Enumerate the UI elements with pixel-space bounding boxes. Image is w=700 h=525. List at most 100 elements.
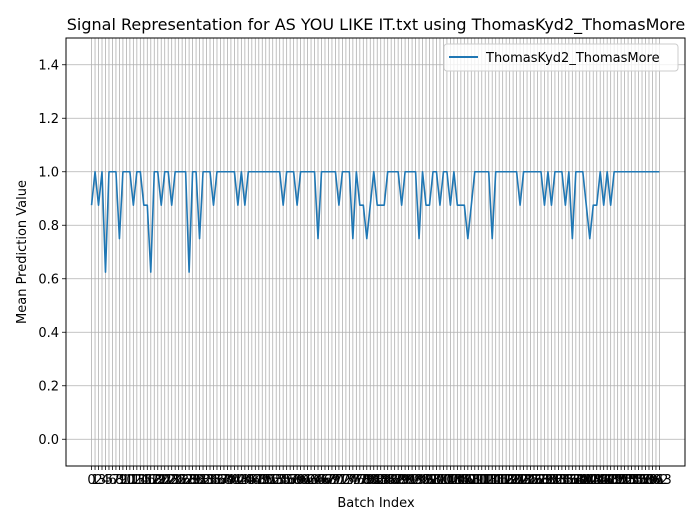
x-tick-label: 59: [289, 473, 306, 488]
y-tick-label: 0.8: [38, 219, 59, 234]
x-tick-label: 113: [473, 473, 498, 488]
x-tick-label: 41: [226, 473, 243, 488]
x-tick-label: 35: [205, 473, 222, 488]
x-tick-label: 66: [313, 473, 330, 488]
x-tick-label: 147: [591, 473, 616, 488]
x-tick-label: 126: [518, 473, 543, 488]
x-tick-label: 31: [191, 473, 208, 488]
x-tick-label: 51: [261, 473, 278, 488]
x-tick-label: 80: [362, 473, 379, 488]
x-tick-label: 159: [633, 473, 658, 488]
legend-box: [443, 43, 679, 72]
x-tick-label: 142: [574, 473, 599, 488]
x-tick-label: 85: [379, 473, 396, 488]
x-tick-label: 38: [216, 473, 233, 488]
x-tick-label: 19: [149, 473, 166, 488]
x-tick-label: 141: [570, 473, 595, 488]
x-tick-label: 105: [445, 473, 470, 488]
x-tick-label: 140: [567, 473, 592, 488]
x-tick-label: 104: [441, 473, 466, 488]
x-tick-label: 14: [132, 473, 149, 488]
x-tick-label: 121: [501, 473, 526, 488]
x-tick-label: 32: [195, 473, 212, 488]
x-tick-label: 60: [292, 473, 309, 488]
x-tick-label: 34: [202, 473, 219, 488]
x-tick-label: 144: [581, 473, 606, 488]
x-tick-label: 58: [285, 473, 302, 488]
x-tick-label: 101: [431, 473, 456, 488]
x-tick-label: 73: [338, 473, 355, 488]
x-tick-label: 39: [219, 473, 236, 488]
x-tick-label: 7: [112, 473, 120, 488]
x-tick-label: 36: [209, 473, 226, 488]
x-tick-label: 138: [560, 473, 585, 488]
x-tick-label: 63: [303, 473, 320, 488]
x-tick-label: 62: [299, 473, 316, 488]
x-tick-label: 15: [136, 473, 153, 488]
x-tick-label: 37: [212, 473, 229, 488]
x-tick-label: 87: [386, 473, 403, 488]
x-tick-label: 137: [556, 473, 581, 488]
y-tick-label: 0.4: [38, 326, 59, 341]
x-tick-label: 57: [282, 473, 299, 488]
x-tick-label: 135: [549, 473, 574, 488]
x-tick-label: 0: [87, 473, 95, 488]
x-tick-label: 10: [118, 473, 135, 488]
x-tick-label: 151: [605, 473, 630, 488]
x-tick-label: 67: [317, 473, 334, 488]
x-tick-label: 42: [230, 473, 247, 488]
x-tick-label: 96: [418, 473, 435, 488]
x-tick-label: 86: [383, 473, 400, 488]
x-tick-label: 119: [494, 473, 519, 488]
x-tick-label: 107: [452, 473, 477, 488]
x-tick-label: 43: [233, 473, 250, 488]
x-tick-label: 76: [348, 473, 365, 488]
x-tick-label: 93: [407, 473, 424, 488]
x-tick-label: 133: [543, 473, 568, 488]
x-tick-label: 61: [296, 473, 313, 488]
x-tick-label: 2: [94, 473, 102, 488]
x-tick-label: 98: [425, 473, 442, 488]
x-tick-label: 11: [122, 473, 139, 488]
x-tick-label: 26: [174, 473, 191, 488]
x-tick-label: 5: [105, 473, 113, 488]
x-axis: 0123456789101112131415161718192021222324…: [87, 466, 672, 488]
x-tick-label: 49: [254, 473, 271, 488]
x-tick-label: 88: [390, 473, 407, 488]
x-tick-label: 95: [414, 473, 431, 488]
x-tick-label: 112: [469, 473, 494, 488]
x-tick-label: 103: [438, 473, 463, 488]
x-tick-label: 145: [584, 473, 609, 488]
x-tick-label: 20: [153, 473, 170, 488]
x-tick-label: 149: [598, 473, 623, 488]
x-tick-label: 23: [163, 473, 180, 488]
x-tick-label: 117: [487, 473, 512, 488]
x-tick-label: 1: [91, 473, 99, 488]
x-tick-label: 150: [602, 473, 627, 488]
x-tick-label: 52: [264, 473, 281, 488]
x-tick-label: 83: [372, 473, 389, 488]
x-tick-label: 69: [324, 473, 341, 488]
x-tick-label: 29: [184, 473, 201, 488]
x-tick-label: 53: [268, 473, 285, 488]
x-tick-label: 30: [188, 473, 205, 488]
x-tick-label: 33: [198, 473, 215, 488]
x-tick-label: 94: [411, 473, 428, 488]
x-axis-label: Batch Index: [337, 496, 415, 511]
x-tick-label: 92: [404, 473, 421, 488]
x-tick-label: 50: [257, 473, 274, 488]
x-tick-label: 4: [101, 473, 109, 488]
x-tick-label: 21: [156, 473, 173, 488]
x-tick-label: 77: [352, 473, 369, 488]
x-tick-label: 162: [644, 473, 669, 488]
x-tick-label: 68: [320, 473, 337, 488]
x-tick-label: 125: [515, 473, 540, 488]
x-tick-label: 71: [331, 473, 348, 488]
x-tick-label: 118: [490, 473, 515, 488]
y-tick-label: 1.2: [38, 112, 59, 127]
x-tick-label: 106: [448, 473, 473, 488]
x-tick-label: 134: [546, 473, 571, 488]
gridlines: [66, 38, 685, 466]
